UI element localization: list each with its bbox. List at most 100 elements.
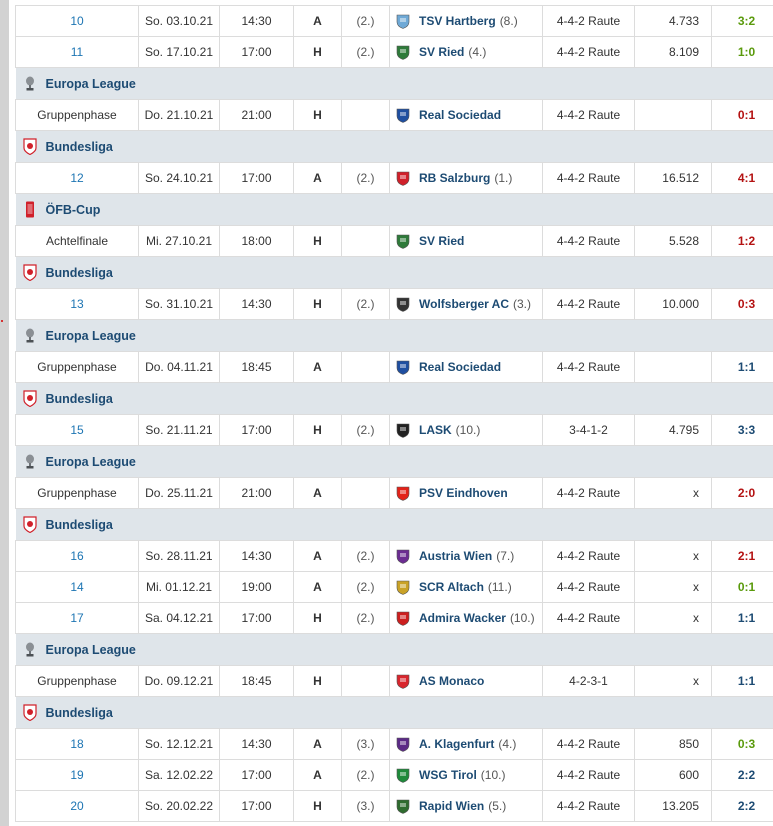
result-cell[interactable]: 0:3 [711, 728, 773, 760]
real-sociedad-crest-icon[interactable] [395, 359, 411, 375]
result-cell[interactable]: 2:2 [711, 759, 773, 791]
psv-eindhoven-crest-icon[interactable] [395, 485, 411, 501]
scr-altach-crest-icon[interactable] [395, 579, 411, 595]
matchday-cell[interactable]: 14 [15, 571, 139, 603]
opponent-link[interactable]: Austria Wien [419, 549, 493, 563]
competition-name-link[interactable]: Bundesliga [45, 265, 113, 280]
competition-name-link[interactable]: Bundesliga [45, 139, 113, 154]
opponent-link[interactable]: Admira Wacker [419, 611, 506, 625]
sv-ried-crest-icon[interactable] [395, 233, 411, 249]
result-cell-text[interactable]: 3:3 [737, 423, 756, 437]
result-cell[interactable]: 0:1 [711, 99, 773, 131]
opponent-link[interactable]: WSG Tirol [419, 768, 477, 782]
attendance-cell: 13.205 [634, 790, 712, 822]
matchday-cell-text[interactable]: 10 [70, 14, 84, 28]
matchday-cell-text[interactable]: 16 [70, 549, 84, 563]
real-sociedad-crest-icon[interactable] [395, 107, 411, 123]
opponent-link[interactable]: RB Salzburg [419, 171, 491, 185]
scrollbar-track[interactable] [0, 0, 9, 826]
opponent-cell: Real Sociedad [389, 351, 543, 383]
tsv-hartberg-crest-icon[interactable] [395, 13, 411, 29]
result-cell-text[interactable]: 1:1 [737, 674, 756, 688]
opponent-link[interactable]: Rapid Wien [419, 799, 485, 813]
result-cell[interactable]: 3:2 [711, 5, 773, 37]
rapid-wien-crest-icon[interactable] [395, 798, 411, 814]
sv-ried-crest-icon[interactable] [395, 44, 411, 60]
competition-name-link[interactable]: ÖFB-Cup [45, 202, 101, 217]
matchday-cell-text[interactable]: 17 [70, 611, 84, 625]
result-cell-text[interactable]: 2:2 [737, 768, 756, 782]
competition-name-link[interactable]: Bundesliga [45, 705, 113, 720]
result-cell[interactable]: 1:1 [711, 351, 773, 383]
result-cell-text[interactable]: 0:1 [737, 580, 756, 594]
opponent-link[interactable]: SV Ried [419, 234, 465, 248]
matchday-cell[interactable]: 10 [15, 5, 139, 37]
result-cell-text[interactable]: 0:3 [737, 297, 756, 311]
result-cell[interactable]: 1:1 [711, 665, 773, 697]
competition-name-link[interactable]: Europa League [45, 328, 136, 343]
competition-name-link[interactable]: Bundesliga [45, 517, 113, 532]
result-cell-text[interactable]: 1:2 [737, 234, 756, 248]
opponent-link[interactable]: A. Klagenfurt [419, 737, 495, 751]
result-cell-text[interactable]: 1:1 [737, 360, 756, 374]
matchday-cell-text[interactable]: 19 [70, 768, 84, 782]
matchday-cell[interactable]: 16 [15, 540, 139, 572]
opponent-link[interactable]: PSV Eindhoven [419, 486, 508, 500]
result-cell[interactable]: 4:1 [711, 162, 773, 194]
rb-salzburg-crest-icon[interactable] [395, 170, 411, 186]
result-cell-text[interactable]: 4:1 [737, 171, 756, 185]
opponent-link[interactable]: AS Monaco [419, 674, 485, 688]
matchday-cell[interactable]: 20 [15, 790, 139, 822]
matchday-cell[interactable]: 12 [15, 162, 139, 194]
matchday-cell-text[interactable]: 18 [70, 737, 84, 751]
result-cell-text[interactable]: 2:2 [737, 799, 756, 813]
opponent-link[interactable]: Real Sociedad [419, 360, 502, 374]
opponent-link[interactable]: TSV Hartberg [419, 14, 496, 28]
result-cell-text[interactable]: 0:1 [737, 108, 756, 122]
opponent-link[interactable]: SV Ried [419, 45, 465, 59]
matchday-cell[interactable]: 13 [15, 288, 139, 320]
result-cell[interactable]: 2:1 [711, 540, 773, 572]
result-cell-text[interactable]: 0:3 [737, 737, 756, 751]
result-cell-text[interactable]: 2:0 [737, 486, 756, 500]
competition-name-link[interactable]: Europa League [45, 642, 136, 657]
result-cell[interactable]: 2:0 [711, 477, 773, 509]
matchday-cell[interactable]: 15 [15, 414, 139, 446]
matchday-cell[interactable]: 17 [15, 602, 139, 634]
opponent-link[interactable]: Wolfsberger AC [419, 297, 510, 311]
matchday-cell[interactable]: 11 [15, 36, 139, 68]
matchday-cell-text[interactable]: 11 [70, 45, 84, 59]
result-cell-text[interactable]: 3:2 [737, 14, 756, 28]
result-cell[interactable]: 3:3 [711, 414, 773, 446]
matchday-cell[interactable]: 18 [15, 728, 139, 760]
matchday-cell-text[interactable]: 15 [70, 423, 84, 437]
as-monaco-crest-icon[interactable] [395, 673, 411, 689]
matchday-cell-text[interactable]: 20 [70, 799, 84, 813]
lask-crest-icon[interactable] [395, 422, 411, 438]
a-klagenfurt-crest-icon[interactable] [395, 736, 411, 752]
opponent-link[interactable]: SCR Altach [419, 580, 484, 594]
competition-name-link[interactable]: Europa League [45, 76, 136, 91]
result-cell[interactable]: 2:2 [711, 790, 773, 822]
result-cell[interactable]: 0:1 [711, 571, 773, 603]
wolfsberger-ac-crest-icon[interactable] [395, 296, 411, 312]
opponent-link[interactable]: Real Sociedad [419, 108, 502, 122]
result-cell[interactable]: 1:2 [711, 225, 773, 257]
result-cell[interactable]: 0:3 [711, 288, 773, 320]
competition-name-link[interactable]: Bundesliga [45, 391, 113, 406]
matchday-cell-text[interactable]: 13 [70, 297, 84, 311]
result-cell-text[interactable]: 2:1 [737, 549, 756, 563]
result-cell-text[interactable]: 1:1 [737, 611, 756, 625]
result-cell[interactable]: 1:1 [711, 602, 773, 634]
admira-wacker-crest-icon[interactable] [395, 610, 411, 626]
result-cell-text[interactable]: 1:0 [737, 45, 756, 59]
austria-wien-crest-icon[interactable] [395, 548, 411, 564]
wsg-tirol-crest-icon[interactable] [395, 767, 411, 783]
matchday-cell[interactable]: 19 [15, 759, 139, 791]
matchday-cell-text[interactable]: 14 [70, 580, 84, 594]
attendance-cell-text: x [693, 611, 699, 625]
result-cell[interactable]: 1:0 [711, 36, 773, 68]
opponent-link[interactable]: LASK [419, 423, 452, 437]
competition-name-link[interactable]: Europa League [45, 454, 136, 469]
matchday-cell-text[interactable]: 12 [70, 171, 84, 185]
